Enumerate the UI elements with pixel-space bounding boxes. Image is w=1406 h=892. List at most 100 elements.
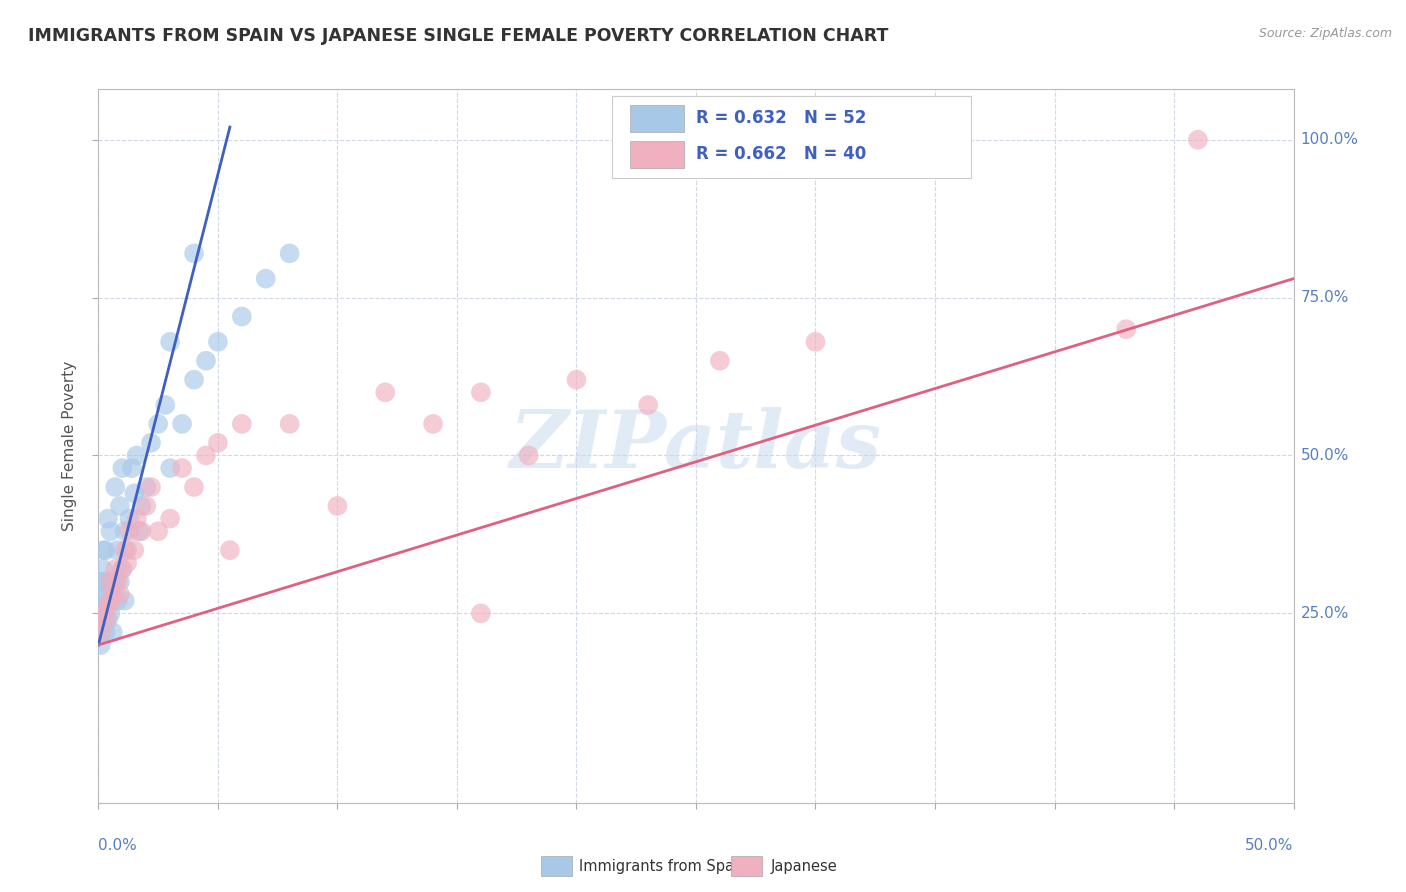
Point xyxy=(90,625,112,640)
Point xyxy=(159,511,181,525)
Point xyxy=(118,511,141,525)
Point xyxy=(254,271,277,285)
Point xyxy=(231,310,253,324)
Point xyxy=(1115,322,1137,336)
Point xyxy=(128,524,150,539)
Text: R = 0.662   N = 40: R = 0.662 N = 40 xyxy=(696,145,866,163)
Point xyxy=(139,480,162,494)
Point xyxy=(565,373,588,387)
Point xyxy=(98,574,122,589)
Point xyxy=(114,593,136,607)
Point xyxy=(278,246,301,260)
Point xyxy=(108,574,131,589)
Point xyxy=(98,574,122,589)
Point xyxy=(115,543,138,558)
Point xyxy=(374,385,396,400)
Text: Japanese: Japanese xyxy=(770,859,837,873)
Point xyxy=(90,638,112,652)
Point xyxy=(104,574,127,589)
Point xyxy=(91,587,114,601)
Point xyxy=(90,625,112,640)
Point xyxy=(470,607,492,621)
Point xyxy=(135,499,157,513)
Point xyxy=(121,461,143,475)
Point xyxy=(148,417,170,431)
Point xyxy=(183,246,205,260)
Point xyxy=(709,353,731,368)
Text: 100.0%: 100.0% xyxy=(1301,132,1358,147)
Point xyxy=(155,398,177,412)
Point xyxy=(91,607,114,621)
Point xyxy=(91,543,114,558)
Text: 0.0%: 0.0% xyxy=(98,838,138,854)
Point xyxy=(94,543,117,558)
Text: 75.0%: 75.0% xyxy=(1301,290,1348,305)
Point xyxy=(148,524,170,539)
Point xyxy=(114,524,136,539)
Point xyxy=(101,587,124,601)
Point xyxy=(94,613,117,627)
Point xyxy=(278,417,301,431)
Point xyxy=(104,562,127,576)
Text: 50.0%: 50.0% xyxy=(1301,448,1348,463)
Point xyxy=(139,435,162,450)
Point xyxy=(124,486,146,500)
Point xyxy=(219,543,242,558)
Point xyxy=(326,499,349,513)
Point xyxy=(207,435,229,450)
Point xyxy=(207,334,229,349)
Point xyxy=(94,600,117,615)
Point xyxy=(194,353,217,368)
FancyBboxPatch shape xyxy=(630,141,685,168)
Point xyxy=(98,607,122,621)
Point xyxy=(107,543,129,558)
Point xyxy=(107,574,129,589)
Point xyxy=(135,480,157,494)
Point xyxy=(172,461,194,475)
Point xyxy=(517,449,540,463)
Point xyxy=(131,524,153,539)
FancyBboxPatch shape xyxy=(612,96,970,178)
Text: 25.0%: 25.0% xyxy=(1301,606,1348,621)
Point xyxy=(159,461,181,475)
Point xyxy=(194,449,217,463)
Point xyxy=(637,398,659,412)
Point xyxy=(422,417,444,431)
Point xyxy=(124,543,146,558)
Point xyxy=(111,461,134,475)
Point xyxy=(91,607,114,621)
Point xyxy=(804,334,827,349)
Point xyxy=(111,562,134,576)
Point xyxy=(101,587,124,601)
Point xyxy=(90,600,112,615)
Point xyxy=(90,619,112,633)
Point xyxy=(125,449,148,463)
Point xyxy=(97,613,120,627)
Point xyxy=(111,562,134,576)
Point xyxy=(115,556,138,570)
FancyBboxPatch shape xyxy=(630,105,685,132)
Text: 50.0%: 50.0% xyxy=(1246,838,1294,854)
Point xyxy=(1187,133,1209,147)
Point xyxy=(131,499,153,513)
Point xyxy=(104,480,127,494)
Point xyxy=(108,587,131,601)
Point xyxy=(94,574,117,589)
Point xyxy=(114,543,136,558)
Point xyxy=(470,385,492,400)
Point xyxy=(97,600,120,615)
Point xyxy=(159,334,181,349)
Text: IMMIGRANTS FROM SPAIN VS JAPANESE SINGLE FEMALE POVERTY CORRELATION CHART: IMMIGRANTS FROM SPAIN VS JAPANESE SINGLE… xyxy=(28,27,889,45)
Point xyxy=(94,625,117,640)
Point xyxy=(183,373,205,387)
Point xyxy=(98,593,122,607)
Text: Source: ZipAtlas.com: Source: ZipAtlas.com xyxy=(1258,27,1392,40)
Point xyxy=(183,480,205,494)
Text: R = 0.632   N = 52: R = 0.632 N = 52 xyxy=(696,110,866,128)
Point xyxy=(108,499,131,513)
Point xyxy=(172,417,194,431)
Text: Immigrants from Spain: Immigrants from Spain xyxy=(579,859,748,873)
Point xyxy=(118,524,141,539)
Point xyxy=(107,593,129,607)
Point xyxy=(97,511,120,525)
